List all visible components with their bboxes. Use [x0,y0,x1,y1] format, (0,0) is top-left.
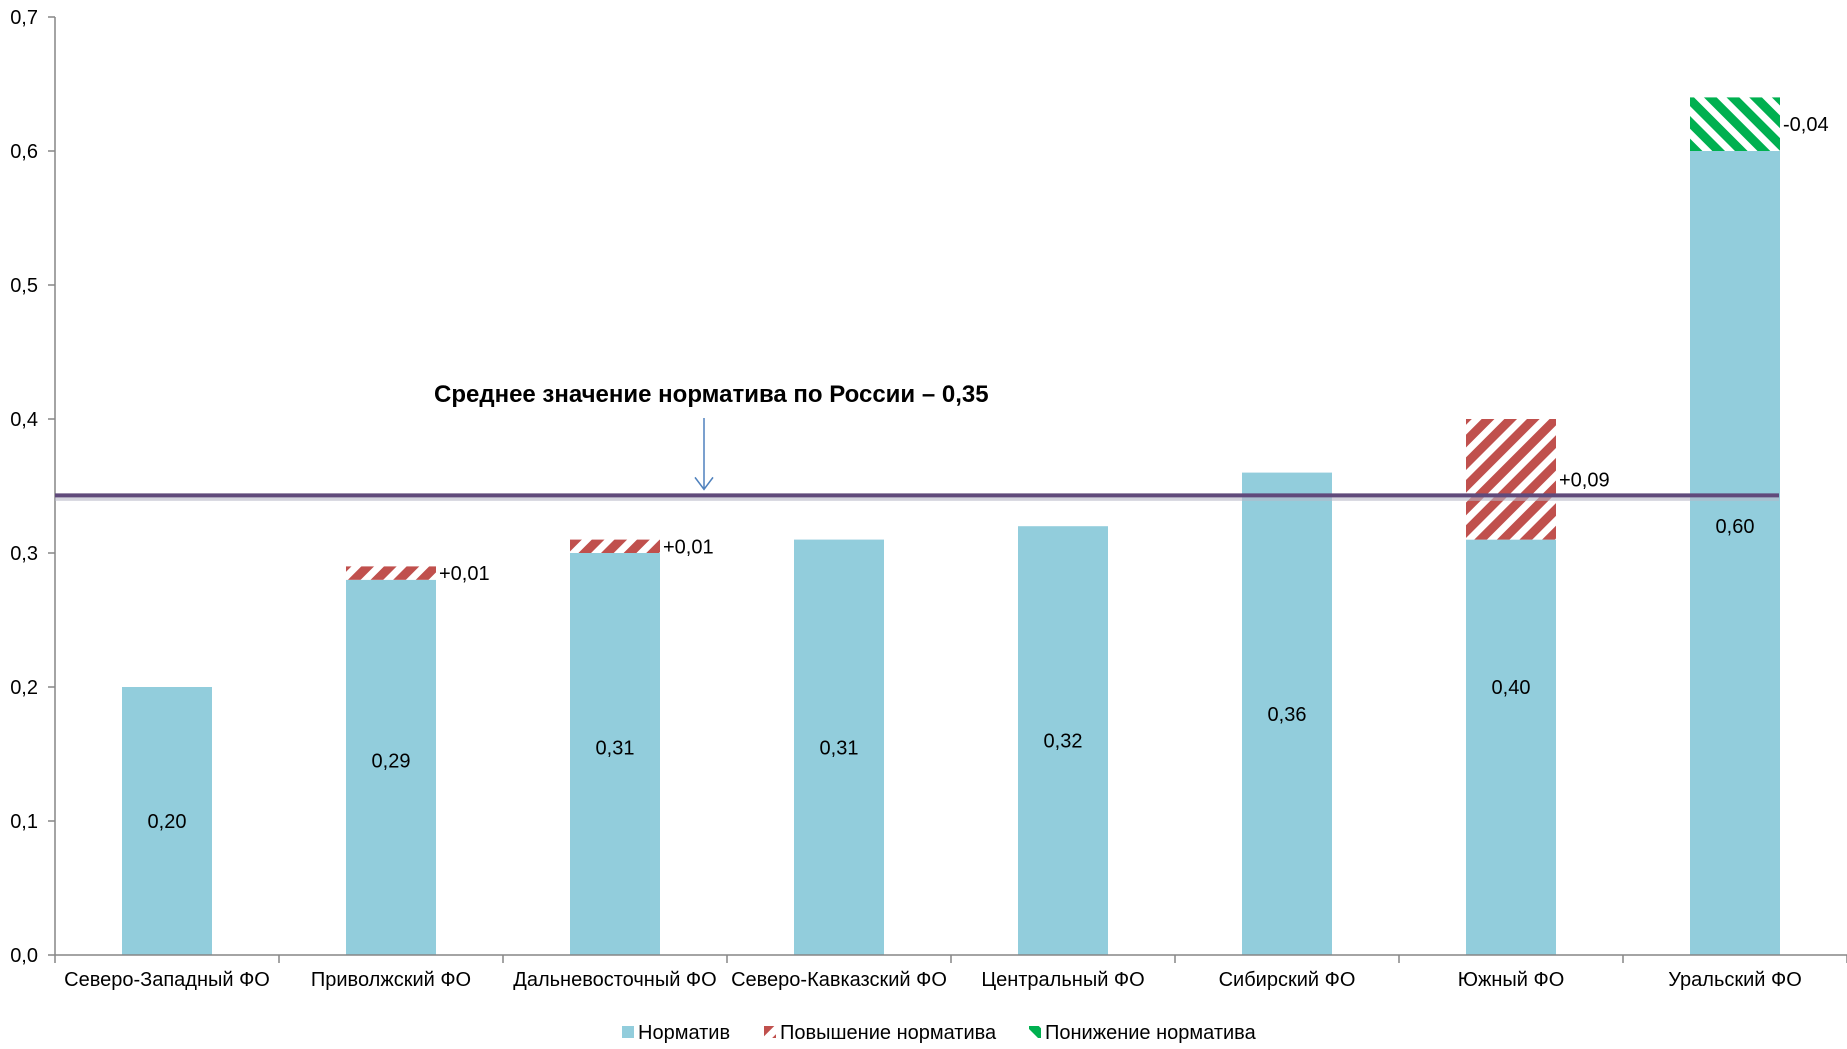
axes-layer: Северо-Западный ФО Приволжский ФО Дальнево… [10,7,1847,991]
bar-base [570,553,660,955]
delta-label: -0,04 [1783,114,1829,136]
y-tick-label: 0,0 [10,945,38,967]
average-arrow-head [694,476,714,491]
data-label: 0,31 [596,737,635,759]
labels-layer: 0,20 0,29 +0,01 0,31 +0,01 0,31 0,32 0,36 0,40 +0… [148,114,1829,833]
bars-layer [122,97,1780,955]
category-label: Приволжский ФО [311,969,471,991]
bar-base [122,687,212,955]
category-label: Центральный ФО [981,969,1144,991]
legend-swatch [764,1026,776,1038]
data-label: 0,36 [1268,704,1307,726]
y-tick-label: 0,7 [10,7,38,29]
average-layer: Среднее значение норматива по России – 0… [55,381,1779,501]
category-label: Северо-Кавказский ФО [731,969,947,991]
y-tick-label: 0,5 [10,275,38,297]
bar-decrease [1690,97,1780,151]
legend: Норматив Повышение норматива Понижение нор… [622,1022,1257,1044]
data-label: 0,60 [1716,516,1755,538]
bar-base [1690,151,1780,955]
delta-label: +0,01 [663,536,714,558]
legend-swatch [1029,1026,1041,1038]
bar-base [1466,539,1556,955]
category-label: Сибирский ФО [1219,969,1356,991]
delta-label: +0,01 [439,563,490,585]
data-label: 0,29 [372,751,411,773]
bar-base [794,539,884,955]
y-tick-label: 0,4 [10,409,38,431]
bar-increase [570,539,660,553]
data-label: 0,31 [820,737,859,759]
bar-base [346,579,436,955]
y-tick-label: 0,3 [10,543,38,565]
delta-label: +0,09 [1559,469,1610,491]
category-label: Северо-Западный ФО [64,969,270,991]
legend-label: Понижение норматива [1045,1022,1257,1044]
data-label: 0,32 [1044,731,1083,753]
legend-label: Повышение норматива [780,1022,997,1044]
y-tick-label: 0,1 [10,811,38,833]
category-label: Дальневосточный ФО [513,969,716,991]
category-label: Уральский ФО [1668,969,1802,991]
bar-base [1018,526,1108,955]
y-tick-label: 0,2 [10,677,38,699]
legend-label: Норматив [638,1022,730,1044]
y-tick-label: 0,6 [10,141,38,163]
average-label: Среднее значение норматива по России – 0… [434,381,989,408]
data-label: 0,40 [1492,677,1531,699]
bar-base [1242,472,1332,955]
data-label: 0,20 [148,811,187,833]
bar-increase [1466,419,1556,540]
legend-swatch [622,1026,634,1038]
category-label: Южный ФО [1458,969,1565,991]
bar-increase [346,566,436,580]
